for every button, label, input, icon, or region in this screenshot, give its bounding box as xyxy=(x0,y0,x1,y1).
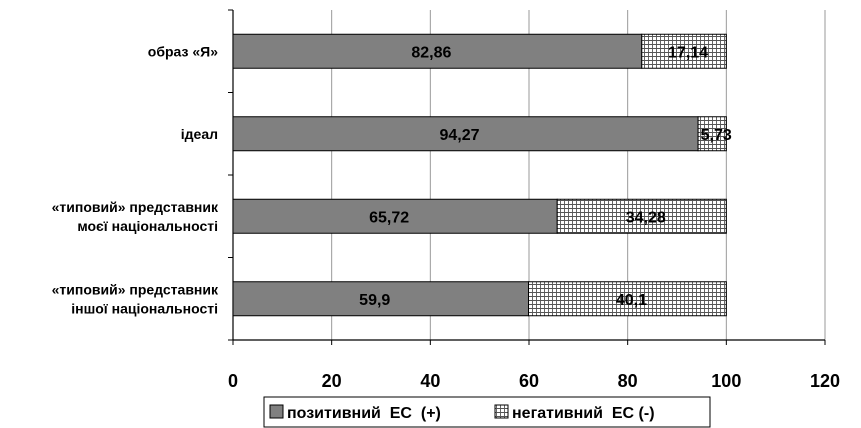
bars xyxy=(232,33,727,317)
legend-label-negative: негативний ЕС (-) xyxy=(512,405,655,422)
legend-swatch-negative xyxy=(494,404,509,419)
x-tick-label: 60 xyxy=(519,371,539,391)
x-tick-label: 100 xyxy=(711,371,741,391)
negative-bar xyxy=(641,33,727,69)
data-label: 17,14 xyxy=(668,44,708,61)
data-label: 40,1 xyxy=(616,292,647,309)
legend-label-positive: позитивний ЕС (+) xyxy=(287,405,441,422)
category-label: іншої національності xyxy=(71,300,218,316)
positive-bar xyxy=(232,116,699,152)
x-tick-label: 120 xyxy=(810,371,840,391)
x-tick-label: 80 xyxy=(618,371,638,391)
labels: 0 20 40 60 80 100 120 82,86 17,14 образ «Я» 94,27 5… xyxy=(52,43,840,391)
data-label: 5,73 xyxy=(701,127,732,144)
data-label: 82,86 xyxy=(411,44,451,61)
data-label: 65,72 xyxy=(369,209,409,226)
category-label: ідеал xyxy=(181,126,218,142)
legend-box xyxy=(263,396,711,428)
data-label: 59,9 xyxy=(359,292,390,309)
x-tick-label: 20 xyxy=(322,371,342,391)
data-label: 94,27 xyxy=(440,127,480,144)
legend-swatch-positive xyxy=(269,404,284,419)
data-label: 34,28 xyxy=(626,209,666,226)
negative-bar xyxy=(528,281,727,317)
category-label: «типовий» представник xyxy=(52,199,219,215)
category-label: моєї національності xyxy=(77,218,218,234)
negative-bar xyxy=(556,198,727,234)
x-tick-label: 0 xyxy=(228,371,238,391)
category-label: образ «Я» xyxy=(148,43,218,59)
x-tick-label: 40 xyxy=(420,371,440,391)
legend: позитивний ЕС (+) негативний ЕС (-) xyxy=(263,396,711,428)
negative-bar xyxy=(697,116,727,152)
category-label: «типовий» представник xyxy=(52,281,219,297)
positive-bar xyxy=(232,33,643,69)
